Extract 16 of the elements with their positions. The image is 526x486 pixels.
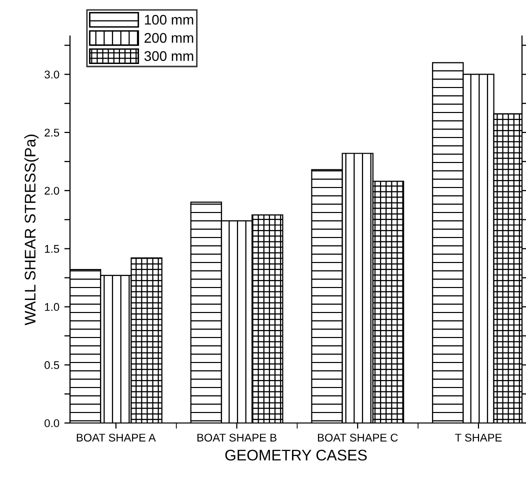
y-axis-title: WALL SHEAR STRESS(Pa) <box>24 134 39 326</box>
y-tick-label: 0.0 <box>44 419 60 428</box>
x-tick-label: T SHAPE <box>455 434 502 442</box>
x-tick-label: BOAT SHAPE B <box>197 434 276 442</box>
y-tick-label: 1.5 <box>44 245 60 253</box>
y-tick-label: 0.5 <box>44 361 60 370</box>
y-tick-label: 3.0 <box>44 70 60 78</box>
legend-label: 100 mm <box>144 14 194 25</box>
y-tick-label: 1.0 <box>44 303 60 311</box>
x-axis-title: GEOMETRY CASES <box>225 450 367 461</box>
legend-label: 200 mm <box>144 32 194 43</box>
x-tick-label: BOAT SHAPE C <box>318 434 398 442</box>
x-tick-label: BOAT SHAPE A <box>76 434 156 442</box>
y-tick-label: 2.0 <box>44 186 60 195</box>
y-tick-label: 2.5 <box>44 128 60 137</box>
legend-label: 300 mm <box>144 51 194 61</box>
